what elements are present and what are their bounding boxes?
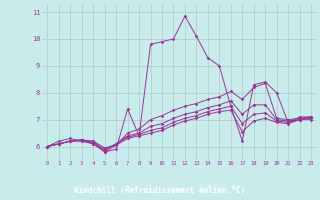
Text: Windchill (Refroidissement éolien,°C): Windchill (Refroidissement éolien,°C) xyxy=(75,186,245,195)
